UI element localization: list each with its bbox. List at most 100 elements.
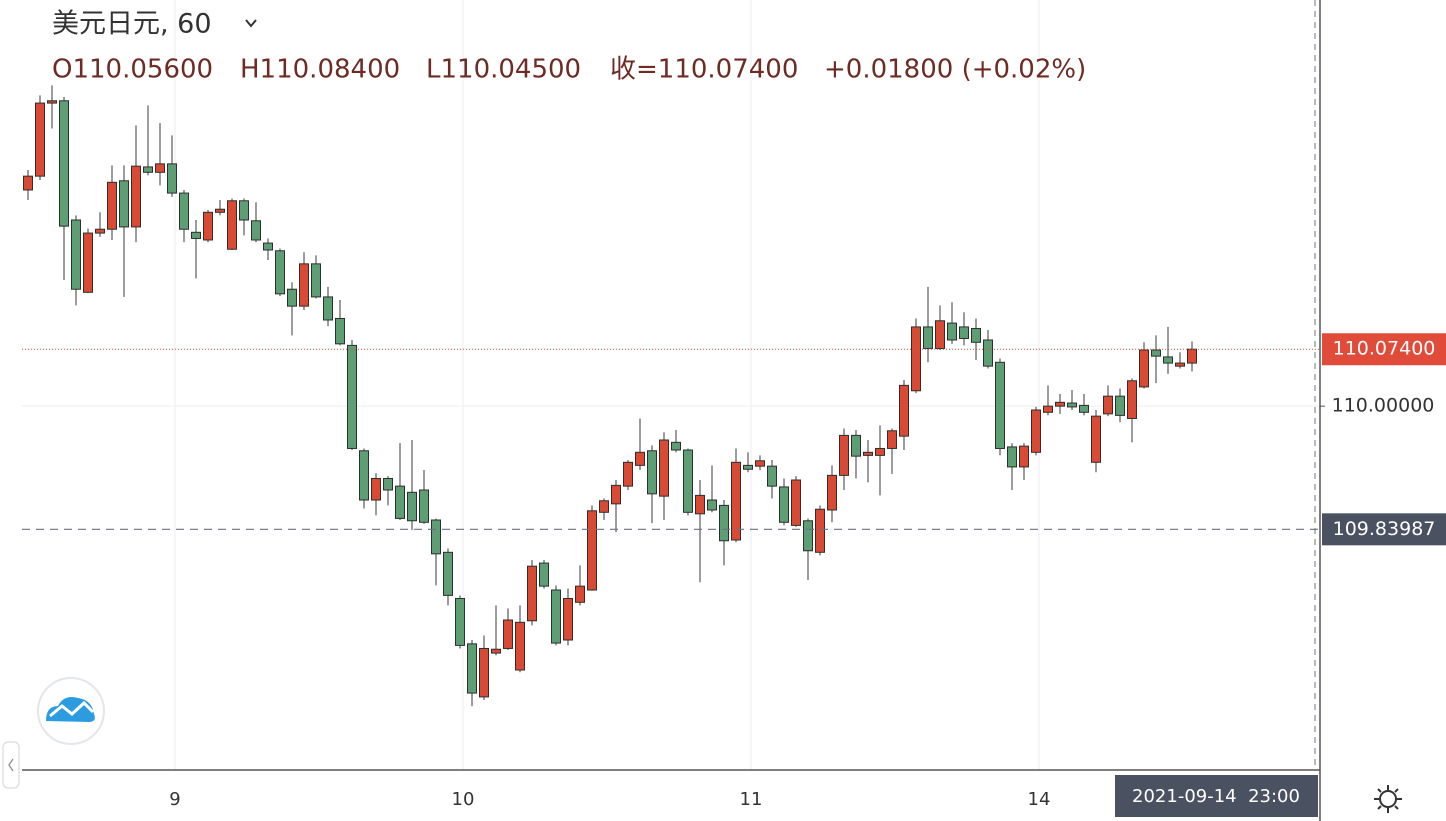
candle-body	[131, 165, 141, 228]
collapse-arrow	[8, 758, 14, 772]
candle-body	[1091, 415, 1101, 463]
candle-body	[1175, 362, 1185, 367]
candle-body	[395, 485, 405, 519]
candle-body	[959, 326, 969, 339]
y-tick-label: 110.00000	[1332, 395, 1435, 417]
candle-body	[167, 163, 177, 194]
candle-body	[263, 242, 273, 251]
candle-body	[383, 477, 393, 491]
settings-icon[interactable]	[1374, 785, 1402, 813]
candle-body	[1103, 395, 1113, 415]
candle-body	[479, 647, 489, 698]
candle-body	[1019, 445, 1029, 468]
candle-body	[455, 597, 465, 646]
candle-body	[107, 181, 117, 230]
chart-title: 美元日元, 60	[52, 9, 212, 40]
ohlc-label: 收=110.07400	[610, 55, 798, 85]
candle-body	[1187, 348, 1197, 364]
overlay: 110.00000 9 10 11 14 110.07400 109.83987 2021-0…	[22, 333, 1446, 817]
candle-body	[407, 491, 417, 522]
x-tick-label: 9	[169, 789, 180, 810]
candle-body	[35, 102, 45, 177]
candle-body	[371, 477, 381, 501]
candle-body	[215, 208, 225, 213]
last-price-box	[1322, 333, 1446, 366]
candle-body	[515, 621, 525, 671]
candle-body	[59, 100, 69, 227]
candle-body	[683, 449, 693, 513]
crosshair-time-box	[1115, 775, 1318, 817]
settings-circle	[1379, 790, 1397, 808]
x-tick-label: 14	[1028, 789, 1051, 810]
candle-body	[779, 486, 789, 523]
candle-body	[755, 460, 765, 467]
candle-body	[539, 562, 549, 587]
candle-body	[659, 439, 669, 497]
candle-body	[1163, 356, 1173, 364]
candle-body	[719, 504, 729, 542]
candle-body	[359, 450, 369, 501]
crosshair-price-box	[1322, 513, 1446, 546]
candle-body	[635, 451, 645, 466]
candle-body	[899, 384, 909, 437]
candle-body	[623, 461, 633, 487]
candle-body	[767, 465, 777, 487]
candle-body	[743, 464, 753, 470]
candle-body	[935, 320, 945, 349]
candle-body	[995, 361, 1005, 449]
candle-body	[275, 250, 285, 295]
candle-body	[875, 447, 885, 456]
candle-body	[575, 585, 585, 603]
logo-line	[49, 700, 95, 718]
candle-body	[419, 489, 429, 523]
candle-body	[1055, 401, 1065, 407]
candle-body	[191, 231, 201, 239]
candle-body	[71, 219, 81, 290]
candle-body	[347, 344, 357, 449]
candle-body	[611, 484, 621, 505]
title-chevron[interactable]	[245, 19, 257, 28]
ohlc-label: L110.04500	[426, 55, 581, 85]
candle-body	[971, 327, 981, 343]
candle-body	[467, 643, 477, 694]
candle-body	[647, 450, 657, 495]
candle-body	[287, 288, 297, 307]
candle-body	[95, 228, 105, 234]
x-tick-label: 11	[740, 789, 763, 810]
candle-body	[863, 451, 873, 456]
candle-body	[1007, 446, 1017, 468]
candle-body	[731, 461, 741, 541]
last-price-label: 110.07400	[1333, 338, 1436, 360]
candle-body	[803, 520, 813, 552]
ohlc-label: O110.05600	[52, 55, 213, 85]
candle-body	[815, 508, 825, 553]
candle-body	[923, 326, 933, 349]
candle-body	[431, 519, 441, 555]
candle-body	[851, 434, 861, 457]
candle-body	[599, 500, 609, 513]
collapse-tab[interactable]	[2, 741, 20, 789]
candle-body	[551, 589, 561, 644]
settings-rays	[1374, 785, 1402, 813]
candles	[23, 85, 1197, 707]
candle-body	[323, 296, 333, 321]
candle-body	[839, 434, 849, 476]
candle-body	[155, 163, 165, 173]
candle-body	[119, 180, 129, 228]
ohlc-label: H110.08400	[240, 55, 400, 85]
candle-body	[791, 479, 801, 526]
candle-body	[947, 322, 957, 341]
candle-body	[827, 474, 837, 511]
candle-body	[299, 263, 309, 307]
crosshair-price-label: 109.83987	[1333, 518, 1436, 540]
candle-body	[911, 326, 921, 392]
candle-body	[695, 494, 705, 515]
candle-body	[503, 619, 513, 649]
candle-body	[23, 175, 33, 191]
x-tick-label: 10	[452, 789, 475, 810]
candle-body	[335, 317, 345, 345]
candle-body	[239, 200, 249, 221]
candle-body	[1151, 349, 1161, 357]
candle-body	[1067, 402, 1077, 408]
